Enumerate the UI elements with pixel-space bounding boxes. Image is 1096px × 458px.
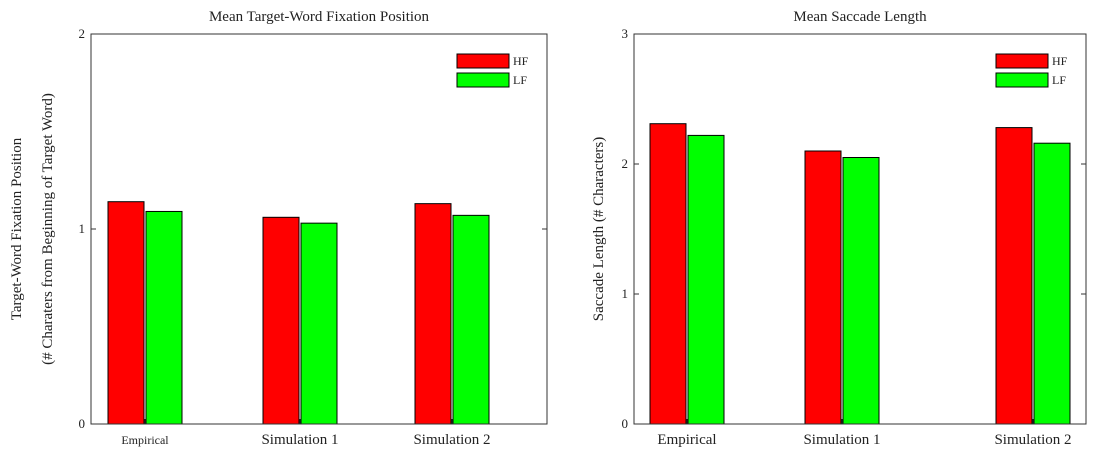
y-axis-label-secondary: (# Charaters from Beginning of Target Wo…: [40, 93, 56, 365]
x-category-label: Empirical: [657, 432, 716, 448]
chart-fixation-position: Mean Target-Word Fixation Position Target…: [9, 9, 548, 448]
y-axis-label: Saccade Length (# Characters): [591, 137, 607, 322]
bar-lf-0: [687, 134, 725, 425]
y-tick-label: 1: [622, 286, 629, 301]
y-tick-label: 0: [622, 416, 629, 431]
x-category-label: Simulation 2: [994, 432, 1071, 448]
axes-box: [633, 33, 1087, 425]
bar-hf-2: [995, 127, 1033, 425]
x-category-label: Simulation 1: [261, 432, 338, 448]
bar-lf-0: [145, 210, 183, 425]
bar-hf-1: [262, 216, 300, 425]
bar-lf-1: [300, 222, 338, 425]
bar-hf-0: [107, 201, 145, 425]
chart-saccade-length: Mean Saccade Length Saccade Length (# Cha…: [591, 9, 1087, 448]
chart-title: Mean Saccade Length: [793, 9, 927, 25]
y-tick-label: 2: [79, 26, 86, 41]
y-tick-label: 1: [79, 221, 86, 236]
bar-hf-0: [649, 123, 687, 425]
bar-lf-2: [452, 214, 490, 425]
y-tick-label: 3: [622, 26, 629, 41]
bar-lf-1: [842, 157, 880, 425]
legend-label-lf: LF: [513, 73, 527, 87]
x-category-label: Simulation 2: [413, 432, 490, 448]
legend-swatch-lf: [456, 72, 510, 88]
chart-title: Mean Target-Word Fixation Position: [209, 9, 430, 25]
legend-label-hf: HF: [1052, 54, 1068, 68]
y-tick-label: 0: [79, 416, 86, 431]
y-axis-label: Target-Word Fixation Position: [9, 137, 25, 320]
y-tick-label: 2: [622, 156, 629, 171]
bar-hf-2: [414, 203, 452, 425]
x-category-label: Empirical: [121, 433, 169, 447]
x-category-label: Simulation 1: [803, 432, 880, 448]
legend-label-hf: HF: [513, 54, 529, 68]
bar-lf-2: [1033, 142, 1071, 425]
legend-swatch-lf: [995, 72, 1049, 88]
legend-swatch-hf: [456, 53, 510, 69]
bar-hf-1: [804, 150, 842, 425]
legend-label-lf: LF: [1052, 73, 1066, 87]
legend-swatch-hf: [995, 53, 1049, 69]
